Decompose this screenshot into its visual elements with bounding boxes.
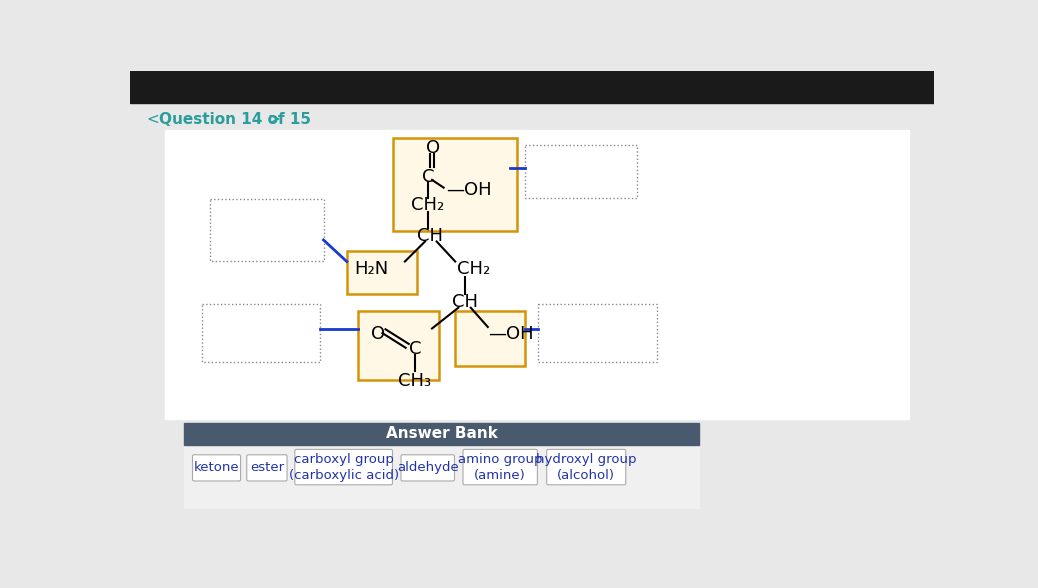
Text: amino group
(amine): amino group (amine)	[458, 453, 543, 482]
FancyBboxPatch shape	[192, 455, 241, 481]
Text: Answer Bank: Answer Bank	[386, 426, 497, 442]
FancyBboxPatch shape	[525, 145, 637, 198]
Text: H₂N: H₂N	[355, 260, 389, 278]
FancyBboxPatch shape	[358, 311, 439, 380]
FancyBboxPatch shape	[247, 455, 288, 481]
Text: ketone: ketone	[194, 462, 240, 475]
Text: C: C	[421, 168, 434, 186]
Bar	[165, 130, 908, 419]
Text: hydroxyl group
(alcohol): hydroxyl group (alcohol)	[536, 453, 636, 482]
Text: >: >	[268, 112, 280, 126]
Text: O: O	[427, 139, 440, 156]
Text: CH₂: CH₂	[411, 196, 444, 214]
FancyBboxPatch shape	[547, 449, 626, 485]
Text: O: O	[371, 325, 385, 343]
FancyBboxPatch shape	[201, 304, 321, 362]
Text: CH₃: CH₃	[399, 372, 432, 390]
FancyBboxPatch shape	[538, 304, 657, 362]
Text: carboxyl group
(carboxylic acid): carboxyl group (carboxylic acid)	[289, 453, 399, 482]
Text: CH₂: CH₂	[457, 260, 490, 278]
FancyBboxPatch shape	[393, 138, 517, 230]
Text: C: C	[409, 340, 421, 358]
Text: Question 14 of 15: Question 14 of 15	[159, 112, 311, 126]
Text: <: <	[146, 112, 160, 126]
Text: CH: CH	[417, 227, 443, 245]
FancyBboxPatch shape	[463, 449, 538, 485]
Text: CH: CH	[452, 293, 477, 310]
Text: aldehyde: aldehyde	[397, 462, 459, 475]
FancyBboxPatch shape	[347, 250, 416, 294]
Text: —OH: —OH	[446, 181, 492, 199]
Bar	[184, 445, 700, 508]
Bar	[184, 423, 700, 445]
Text: —OH: —OH	[488, 325, 534, 343]
FancyBboxPatch shape	[456, 311, 525, 366]
FancyBboxPatch shape	[210, 199, 324, 260]
FancyBboxPatch shape	[401, 455, 455, 481]
Bar	[130, 71, 934, 103]
Text: ester: ester	[250, 462, 284, 475]
FancyBboxPatch shape	[295, 449, 392, 485]
